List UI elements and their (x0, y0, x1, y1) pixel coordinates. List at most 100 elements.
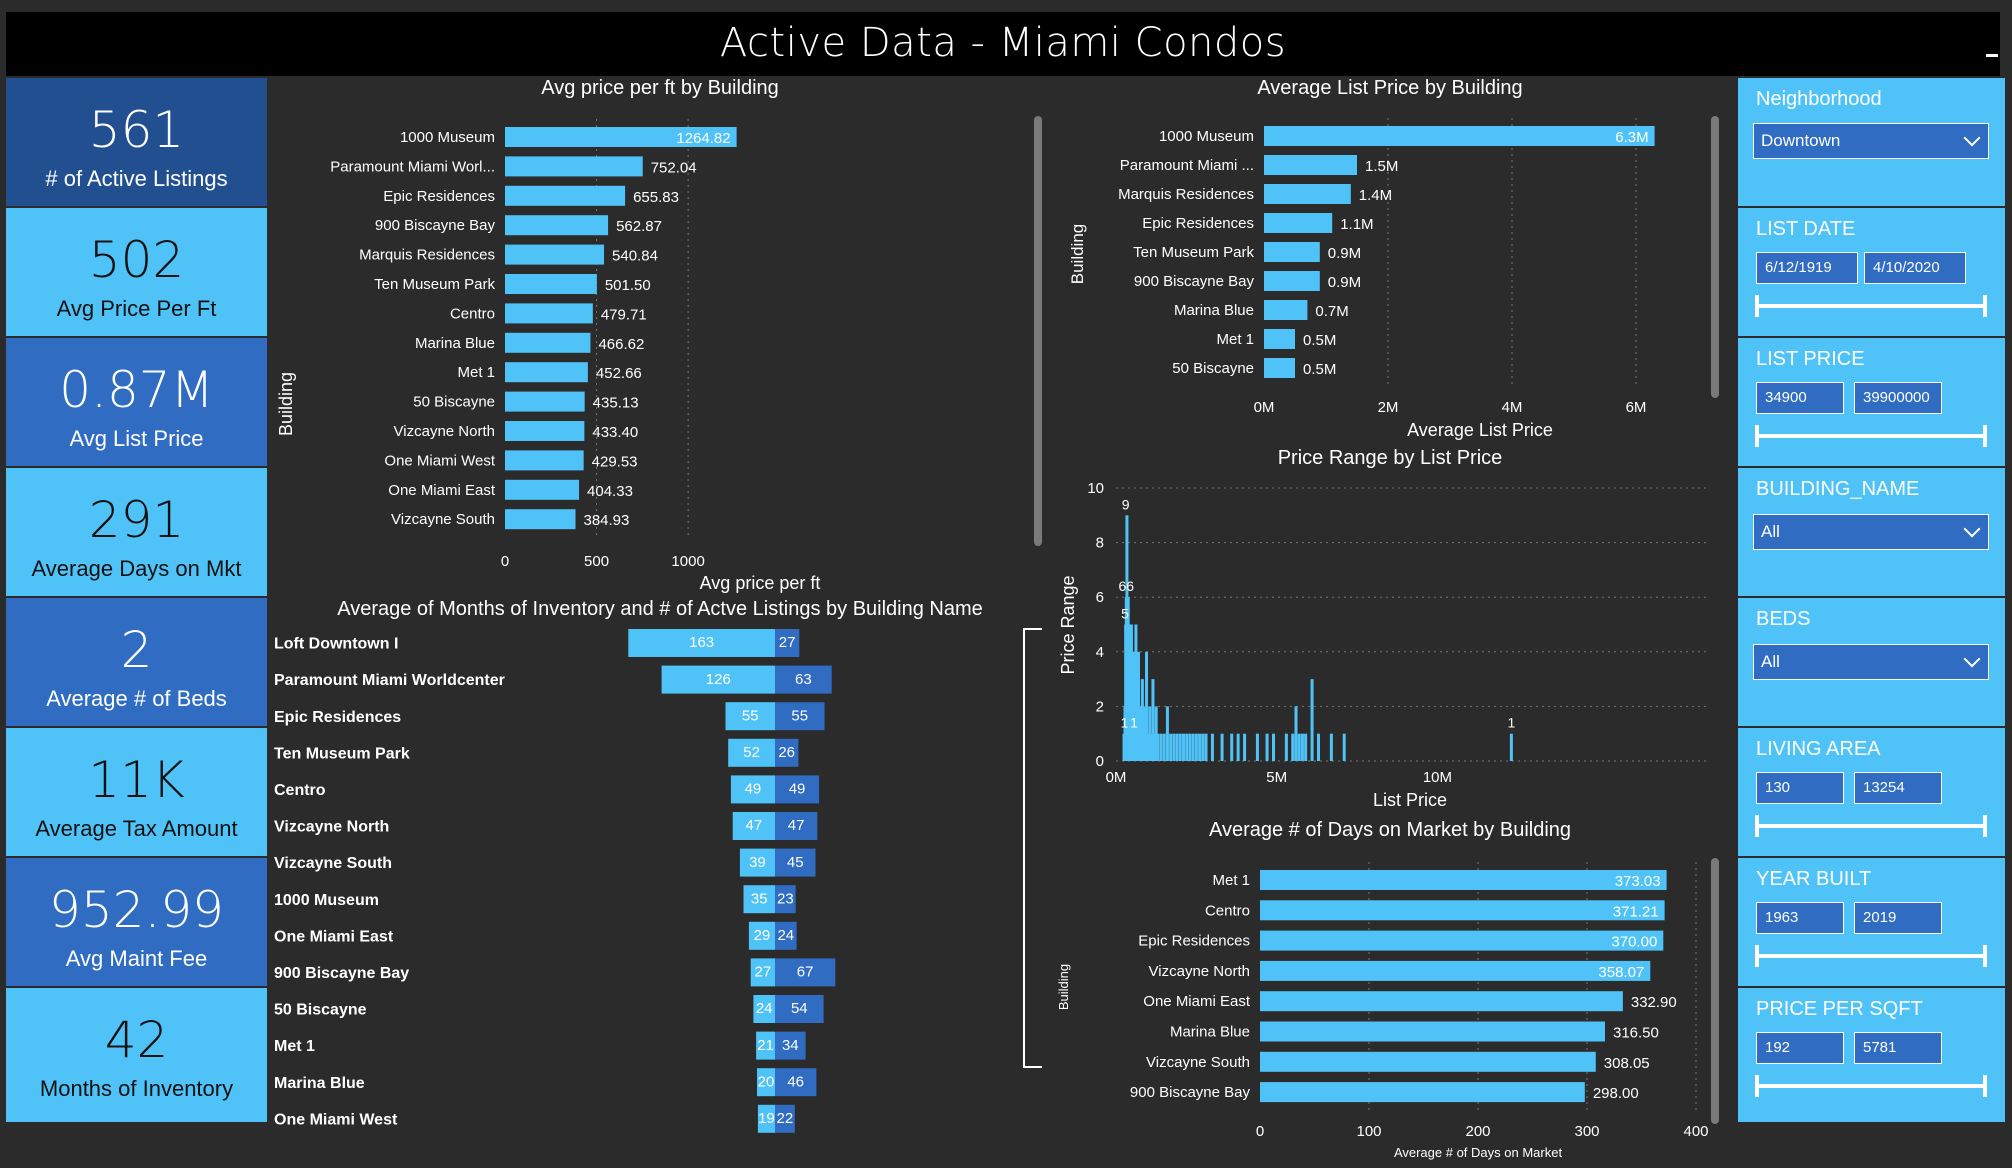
price-per-sqft-slider[interactable] (1755, 1075, 1987, 1097)
list-date-to-input[interactable]: 4/10/2020 (1864, 252, 1966, 284)
column (1304, 733, 1308, 761)
year-built-to-input[interactable]: 2019 (1854, 902, 1942, 934)
bar-active-listings (775, 885, 796, 914)
slider-handle-max[interactable] (1983, 295, 1987, 317)
column (1137, 651, 1140, 761)
bar (505, 156, 643, 177)
price-per-sqft-to-input[interactable]: 5781 (1854, 1032, 1942, 1064)
scrollbar[interactable] (1711, 116, 1719, 398)
data-label: 384.93 (583, 512, 629, 529)
x-tick-label: 200 (1465, 1123, 1490, 1140)
slicer-label: Neighborhood (1756, 88, 1882, 110)
y-tick-label: 1000 Museum (1159, 128, 1254, 145)
bar (505, 274, 597, 294)
category-label: 900 Biscayne Bay (274, 965, 409, 982)
bar (1260, 930, 1664, 951)
kpi-card-avg-beds: 2 Average # of Beds (6, 598, 267, 726)
kpi-label: Average Days on Mkt (31, 556, 242, 581)
x-tick-label: 5M (1266, 769, 1287, 786)
y-tick-label: 0 (1096, 753, 1104, 770)
data-label: 433.40 (592, 424, 638, 441)
column (1198, 733, 1202, 761)
scrollbar[interactable] (1711, 858, 1719, 1124)
price-per-sqft-from-input[interactable]: 192 (1756, 1032, 1844, 1064)
category-label: Paramount Miami Worldcenter (274, 672, 505, 689)
list-price-to-input[interactable]: 39900000 (1854, 382, 1942, 414)
slider-handle-min[interactable] (1755, 945, 1759, 967)
slider-handle-min[interactable] (1755, 295, 1759, 317)
chart-price-range[interactable]: Price Range by List Price Price Range 0 2… (1050, 440, 1730, 810)
column (1291, 733, 1295, 761)
y-tick-label: 50 Biscayne (1172, 360, 1254, 377)
column (1294, 706, 1298, 761)
y-tick-label: Epic Residences (1142, 215, 1254, 232)
bar (505, 303, 593, 324)
list-date-slider[interactable] (1755, 295, 1987, 317)
dropdown-value: All (1761, 522, 1780, 541)
building-name-dropdown[interactable]: All (1753, 514, 1989, 550)
list-price-from-input[interactable]: 34900 (1756, 382, 1844, 414)
data-label: 54 (791, 1000, 808, 1017)
bar (505, 215, 609, 236)
bar (1264, 329, 1295, 349)
bar (505, 127, 737, 147)
slider-handle-max[interactable] (1983, 945, 1987, 967)
slider-handle-max[interactable] (1983, 425, 1987, 447)
scroll-bracket (1023, 628, 1042, 1068)
bar-months-inventory (748, 921, 775, 950)
chart-avg-list-price[interactable]: Average List Price by Building Building … (1050, 74, 1730, 444)
x-axis-title: Average List Price (1407, 420, 1553, 440)
data-label: 67 (797, 964, 814, 981)
column (1143, 706, 1147, 761)
kpi-card-avg-list-price: 0.87M Avg List Price (6, 338, 267, 466)
data-label: 27 (779, 634, 796, 651)
scrollbar[interactable] (1034, 116, 1042, 546)
x-axis-title: Avg price per ft (700, 573, 821, 593)
data-label: 55 (791, 707, 808, 724)
data-label: 21 (757, 1037, 774, 1054)
slider-handle-min[interactable] (1755, 425, 1759, 447)
chart-months-inventory[interactable]: Average of Months of Inventory and # of … (270, 595, 1050, 1135)
data-label: 23 (777, 890, 794, 907)
chart-avg-price-per-ft[interactable]: Avg price per ft by Building Building 0 5… (270, 74, 1050, 600)
category-label: Epic Residences (274, 709, 401, 726)
column (1169, 733, 1173, 761)
beds-dropdown[interactable]: All (1753, 644, 1989, 680)
slider-handle-max[interactable] (1983, 815, 1987, 837)
kpi-value: 42 (104, 1011, 169, 1069)
slicer-living-area: LIVING AREA 130 13254 (1738, 728, 2005, 856)
column (1204, 733, 1208, 761)
living-area-slider[interactable] (1755, 815, 1987, 837)
data-label: 479.71 (601, 306, 647, 323)
living-area-from-input[interactable]: 130 (1756, 772, 1844, 804)
y-tick-label: Marina Blue (1170, 1024, 1250, 1041)
kpi-value: 502 (88, 231, 185, 289)
list-date-from-input[interactable]: 6/12/1919 (1756, 252, 1858, 284)
data-label: 163 (689, 634, 714, 651)
data-label: 24 (756, 1000, 773, 1017)
column (1149, 733, 1153, 761)
column (1185, 733, 1189, 761)
slider-handle-max[interactable] (1983, 1075, 1987, 1097)
year-built-slider[interactable] (1755, 945, 1987, 967)
kpi-value: 0.87M (59, 361, 214, 419)
slider-handle-min[interactable] (1755, 815, 1759, 837)
minimize-icon[interactable] (1986, 54, 1998, 57)
year-built-from-input[interactable]: 1963 (1756, 902, 1844, 934)
data-label: 1 (1120, 715, 1128, 731)
data-label: 63 (795, 671, 812, 688)
y-tick-label: Met 1 (1212, 872, 1250, 889)
y-tick-label: 900 Biscayne Bay (375, 217, 496, 234)
bar (1260, 870, 1667, 890)
slider-handle-min[interactable] (1755, 1075, 1759, 1097)
kpi-card-active-listings: 561 # of Active Listings (6, 78, 267, 206)
x-tick-label: 0 (1256, 1123, 1264, 1140)
list-price-slider[interactable] (1755, 425, 1987, 447)
bar-months-inventory (753, 995, 775, 1023)
kpi-value: 291 (88, 491, 185, 549)
living-area-to-input[interactable]: 13254 (1854, 772, 1942, 804)
category-label: Loft Downtown I (274, 636, 398, 653)
chart-days-on-market[interactable]: Average # of Days on Market by Building … (1050, 812, 1730, 1168)
neighborhood-dropdown[interactable]: Downtown (1753, 123, 1989, 159)
chevron-down-icon (1963, 129, 1981, 147)
